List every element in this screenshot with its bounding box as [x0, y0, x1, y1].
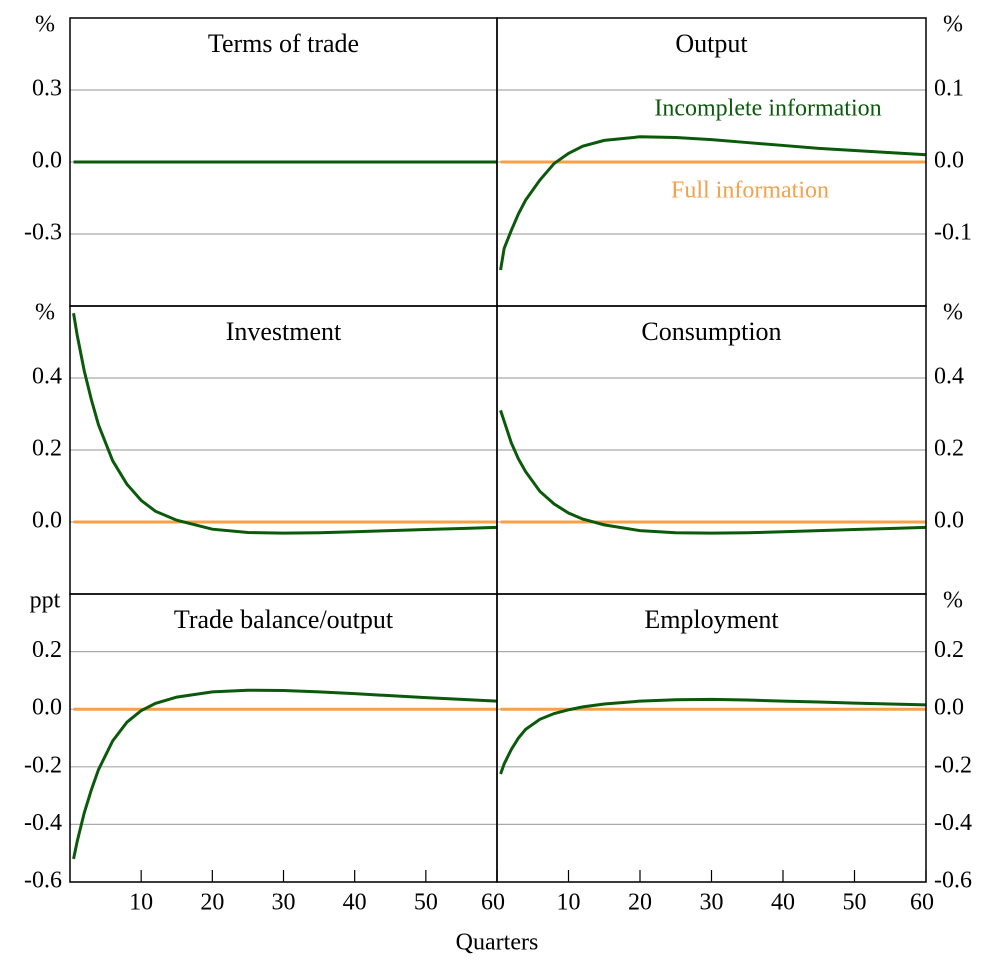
y-tick-label: 0.2	[32, 637, 62, 663]
x-axis-label: Quarters	[456, 930, 539, 956]
y-tick-label: 0.0	[32, 695, 62, 721]
series-line	[499, 409, 927, 535]
x-tick-label: 40	[343, 890, 367, 916]
x-tick-label: 50	[843, 890, 867, 916]
x-tick-label: 20	[200, 890, 224, 916]
panel-title: Investment	[226, 317, 342, 346]
y-tick-label: -0.6	[24, 868, 62, 894]
y-tick-label: 0.2	[934, 436, 964, 462]
y-tick-label: -0.2	[24, 752, 62, 778]
panel-title: Consumption	[641, 317, 781, 346]
y-tick-label: 0.4	[32, 364, 62, 390]
y-tick-label: 0.0	[934, 148, 964, 174]
panel-title: Employment	[644, 605, 779, 634]
panel-title: Trade balance/output	[174, 605, 394, 634]
series-label: Incomplete information	[654, 96, 881, 122]
y-tick-label: -0.4	[24, 810, 62, 836]
panel-border	[69, 593, 498, 883]
unit-label: %	[943, 12, 963, 38]
unit-label: %	[943, 588, 963, 614]
x-tick-label: 20	[628, 890, 652, 916]
y-tick-label: -0.3	[24, 220, 62, 246]
y-tick-label: 0.3	[32, 76, 62, 102]
y-tick-label: 0.2	[32, 436, 62, 462]
panel-title: Terms of trade	[208, 29, 359, 58]
series-line	[499, 135, 927, 271]
y-tick-label: 0.0	[32, 148, 62, 174]
y-tick-label: 0.0	[934, 508, 964, 534]
y-tick-label: 0.0	[32, 508, 62, 534]
x-tick-label: 30	[272, 890, 296, 916]
y-tick-label: -0.1	[934, 220, 972, 246]
unit-label: %	[35, 12, 55, 38]
y-tick-label: 0.2	[934, 637, 964, 663]
series-line	[72, 312, 498, 535]
panel-title: Output	[675, 29, 748, 58]
panel-border	[496, 593, 927, 883]
y-tick-label: 0.1	[934, 76, 964, 102]
unit-label: %	[943, 300, 963, 326]
series-label: Full information	[671, 178, 829, 204]
y-tick-label: 0.0	[934, 695, 964, 721]
x-tick-label: 10	[129, 890, 153, 916]
series-line	[72, 688, 498, 860]
x-tick-label: 10	[557, 890, 581, 916]
x-tick-label: 40	[771, 890, 795, 916]
unit-label: %	[35, 300, 55, 326]
x-tick-label: 60	[910, 890, 934, 916]
y-tick-label: -0.2	[934, 752, 972, 778]
x-tick-label: 30	[700, 890, 724, 916]
y-tick-label: 0.4	[934, 364, 964, 390]
x-tick-label: 60	[481, 890, 505, 916]
x-tick-label: 50	[414, 890, 438, 916]
unit-label: ppt	[30, 588, 61, 614]
y-tick-label: -0.6	[934, 868, 972, 894]
y-tick-label: -0.4	[934, 810, 972, 836]
series-line	[499, 697, 927, 775]
